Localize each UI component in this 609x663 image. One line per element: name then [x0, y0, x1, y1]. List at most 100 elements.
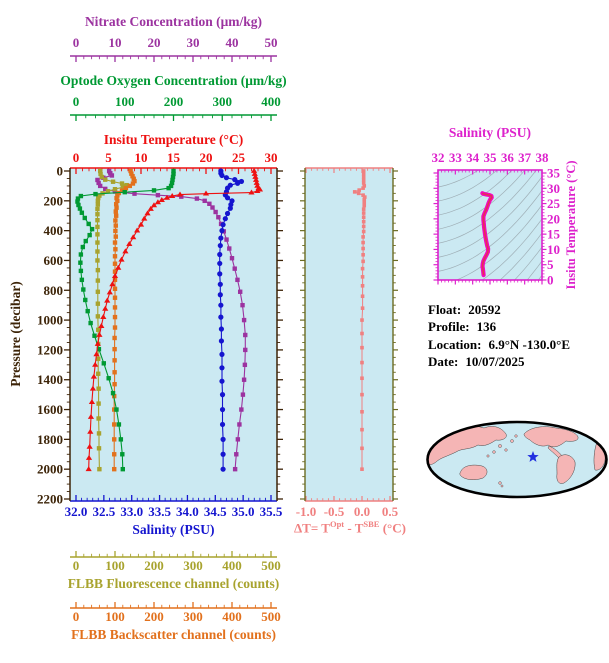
marker	[223, 175, 230, 181]
delta-t-label-sup-opt: Opt	[329, 519, 345, 529]
delta-t-background	[305, 168, 393, 501]
marker	[132, 191, 137, 196]
backscatter-axis-tick-label: 100	[105, 609, 125, 624]
marker	[240, 302, 245, 308]
marker	[92, 333, 97, 338]
marker	[217, 292, 223, 298]
marker	[210, 205, 215, 210]
marker	[237, 422, 242, 427]
marker	[96, 331, 103, 337]
marker	[98, 322, 105, 328]
marker	[114, 195, 119, 201]
oxygen-axis-title: Optode Oxygen Concentration (μm/kg)	[60, 73, 286, 88]
continent	[459, 464, 488, 480]
marker	[113, 234, 118, 239]
marker	[217, 271, 223, 277]
info-value: 136	[476, 319, 497, 335]
isopycnal-line	[514, 246, 542, 280]
marker	[218, 302, 224, 308]
marker	[229, 256, 235, 261]
marker	[360, 318, 364, 322]
isopycnal-line	[438, 176, 542, 258]
marker	[118, 256, 125, 262]
marker	[110, 390, 116, 396]
isopycnal-line	[438, 170, 537, 244]
marker	[112, 466, 117, 472]
marker	[362, 197, 367, 202]
marker	[361, 181, 366, 185]
nitrate-axis-tick-label: 10	[109, 35, 122, 50]
backscatter-axis-tick-label: 200	[144, 609, 164, 624]
marker	[239, 407, 244, 412]
marker	[361, 186, 365, 190]
marker	[361, 246, 365, 251]
marker	[87, 428, 94, 434]
marker	[166, 185, 171, 191]
marker	[361, 169, 366, 173]
marker	[232, 466, 238, 472]
marker	[115, 198, 120, 204]
marker	[360, 392, 364, 397]
marker	[100, 314, 107, 320]
marker	[243, 347, 248, 353]
greenland	[579, 424, 591, 432]
marker	[360, 360, 364, 365]
marker	[127, 183, 133, 189]
pressure-axis: 0 200 400 600 800 1000 1200 1400 1600 1800 2000 220…	[8, 164, 283, 507]
backscatter-axis-tick-label: 500	[261, 609, 281, 624]
info-label: Profile:	[428, 319, 470, 335]
marker	[99, 174, 104, 180]
marker	[106, 376, 111, 381]
marker	[96, 371, 101, 376]
ts-t-tick-label: 20	[547, 211, 560, 226]
marker	[219, 351, 225, 357]
series-backscatter	[112, 168, 137, 472]
marker	[93, 191, 98, 197]
oxygen-axis-tick-label: 300	[213, 94, 233, 109]
island	[510, 439, 514, 443]
marker	[361, 178, 366, 182]
marker	[242, 362, 248, 368]
marker	[113, 201, 119, 207]
marker	[222, 216, 228, 222]
marker	[83, 238, 88, 244]
marker	[361, 240, 365, 245]
marker	[360, 345, 364, 350]
temperature-axis-tick-label: 5	[105, 150, 112, 165]
marker	[171, 168, 176, 174]
delta-t-tick-label: -0.5	[324, 504, 345, 519]
nitrate-axis-tick-label: 30	[187, 35, 200, 50]
marker	[87, 413, 95, 419]
fluorescence-axis-tick-label: 100	[105, 558, 125, 573]
pressure-axis-title: Pressure (decibar)	[8, 281, 23, 387]
marker	[219, 421, 226, 428]
ts-t-tick-label: 25	[547, 196, 561, 211]
marker	[123, 186, 129, 191]
marker	[130, 181, 136, 186]
island	[514, 434, 518, 438]
marker	[97, 193, 102, 198]
delta-t-tick-label: 0.0	[354, 504, 370, 519]
marker	[154, 199, 161, 205]
temperature-axis-tick-label: 10	[135, 150, 148, 165]
marker	[126, 240, 133, 246]
marker	[96, 356, 101, 362]
marker	[361, 252, 365, 257]
marker	[113, 209, 118, 214]
marker	[202, 198, 207, 204]
marker	[237, 289, 243, 294]
marker	[95, 278, 101, 283]
marker	[112, 393, 117, 399]
marker	[95, 212, 100, 217]
series-temperature	[85, 167, 264, 472]
delta-t-tick-label: 0.5	[382, 504, 399, 519]
marker	[220, 466, 226, 472]
continent	[523, 426, 579, 448]
temperature-axis-tick-label: 0	[73, 150, 80, 165]
marker	[360, 467, 364, 471]
marker	[227, 246, 232, 251]
marker	[218, 326, 225, 332]
marker	[88, 398, 96, 404]
marker	[112, 186, 118, 192]
